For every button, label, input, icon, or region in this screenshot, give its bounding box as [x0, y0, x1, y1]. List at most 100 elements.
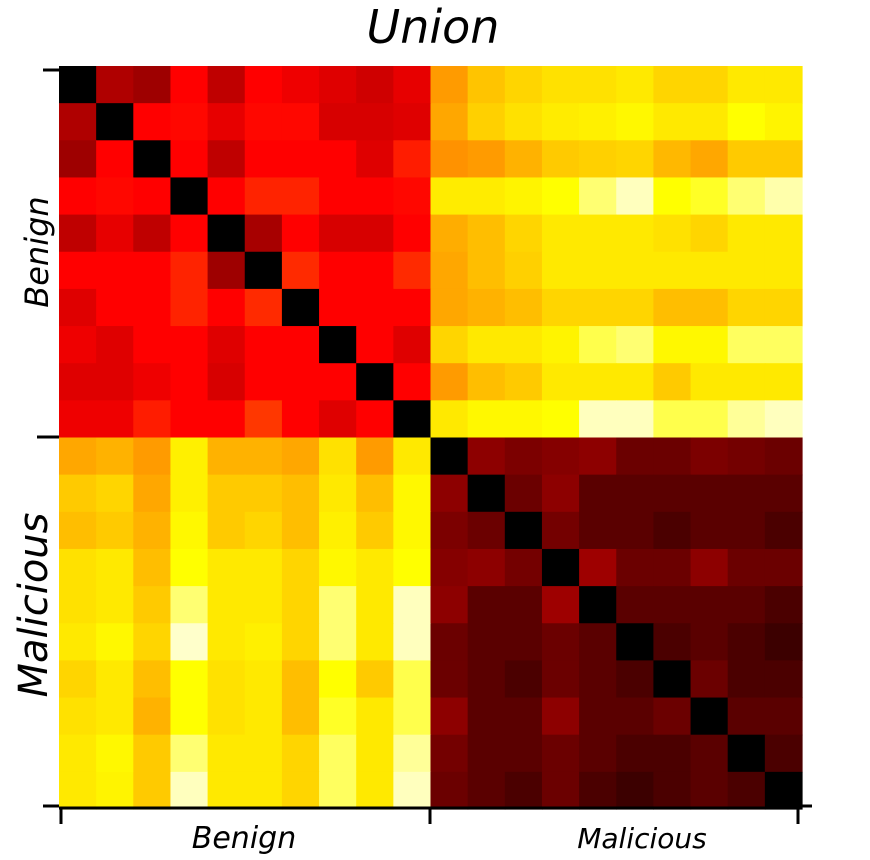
heatmap-cell-3-10 — [430, 177, 469, 216]
heatmap-cell-13-5 — [244, 548, 283, 587]
heatmap-cell-18-5 — [244, 734, 283, 773]
heatmap-cell-16-0 — [59, 660, 97, 699]
heatmap-cell-11-5 — [244, 474, 283, 513]
heatmap-cell-10-17 — [690, 437, 729, 476]
heatmap-cell-7-4 — [207, 326, 246, 364]
heatmap-cell-14-9 — [393, 586, 432, 624]
heatmap-cell-7-12 — [504, 326, 543, 364]
y-group-label-benign: Benign — [18, 196, 56, 307]
heatmap-cell-17-12 — [504, 697, 543, 736]
heatmap-cell-17-1 — [96, 697, 134, 736]
heatmap-cell-6-17 — [690, 288, 729, 327]
heatmap-cell-3-19 — [764, 177, 803, 216]
heatmap-cell-4-1 — [96, 214, 134, 253]
heatmap-cell-8-14 — [579, 363, 617, 401]
heatmap-cell-17-6 — [281, 697, 320, 736]
heatmap-cell-18-7 — [319, 734, 357, 773]
heatmap-cell-16-10 — [430, 660, 469, 699]
heatmap-cell-9-2 — [133, 400, 172, 439]
heatmap-cell-1-2 — [133, 103, 172, 141]
heatmap-cell-6-8 — [356, 288, 394, 327]
heatmap-cell-16-3 — [170, 660, 209, 699]
heatmap-cell-8-6 — [281, 363, 320, 401]
heatmap-cell-2-16 — [653, 140, 692, 179]
heatmap-cell-9-10 — [430, 400, 469, 439]
heatmap-cell-0-13 — [541, 66, 580, 104]
heatmap-cell-16-15 — [616, 660, 654, 699]
heatmap-cell-2-0 — [59, 140, 97, 179]
heatmap-cell-11-1 — [96, 474, 134, 513]
heatmap-cell-3-5 — [244, 177, 283, 216]
heatmap-cell-6-0 — [59, 288, 97, 327]
heatmap-cell-11-14 — [579, 474, 617, 513]
heatmap-cell-12-11 — [467, 511, 506, 550]
heatmap-cell-15-5 — [244, 623, 283, 661]
heatmap-cell-13-0 — [59, 548, 97, 587]
heatmap-cell-1-0 — [59, 103, 97, 141]
heatmap-cell-3-3 — [170, 177, 209, 216]
heatmap-cell-18-15 — [616, 734, 654, 773]
heatmap-cell-14-1 — [96, 586, 134, 624]
heatmap-cell-17-10 — [430, 697, 469, 736]
heatmap-cell-1-8 — [356, 103, 394, 141]
heatmap-cell-5-4 — [207, 251, 246, 290]
heatmap-cell-13-19 — [764, 548, 803, 587]
heatmap-cell-6-15 — [616, 288, 654, 327]
heatmap-cell-5-7 — [319, 251, 357, 290]
heatmap-cell-8-8 — [356, 363, 394, 401]
heatmap-cell-0-19 — [764, 66, 803, 104]
heatmap-cell-3-18 — [727, 177, 766, 216]
heatmap-cell-17-14 — [579, 697, 617, 736]
heatmap-cell-0-2 — [133, 66, 172, 104]
heatmap-cell-13-13 — [541, 548, 580, 587]
heatmap-cell-19-1 — [96, 771, 134, 810]
heatmap-cell-1-7 — [319, 103, 357, 141]
heatmap-cell-17-18 — [727, 697, 766, 736]
heatmap-cell-18-14 — [579, 734, 617, 773]
heatmap-cell-18-18 — [727, 734, 766, 773]
heatmap-cell-14-14 — [579, 586, 617, 624]
heatmap-cell-3-6 — [281, 177, 320, 216]
heatmap-cell-7-5 — [244, 326, 283, 364]
heatmap-cell-19-5 — [244, 771, 283, 810]
heatmap-cell-0-9 — [393, 66, 432, 104]
heatmap-cell-7-14 — [579, 326, 617, 364]
heatmap-cell-19-19 — [764, 771, 803, 810]
heatmap-cell-13-2 — [133, 548, 172, 587]
heatmap-cell-11-10 — [430, 474, 469, 513]
heatmap-cell-17-0 — [59, 697, 97, 736]
heatmap-cell-19-15 — [616, 771, 654, 810]
heatmap-cell-18-3 — [170, 734, 209, 773]
heatmap-cell-17-17 — [690, 697, 729, 736]
heatmap-cell-11-7 — [319, 474, 357, 513]
heatmap-cell-14-4 — [207, 586, 246, 624]
heatmap-cell-5-8 — [356, 251, 394, 290]
heatmap-cell-2-13 — [541, 140, 580, 179]
heatmap-cell-7-17 — [690, 326, 729, 364]
heatmap-cell-2-7 — [319, 140, 357, 179]
heatmap-cell-14-13 — [541, 586, 580, 624]
heatmap-cell-4-2 — [133, 214, 172, 253]
heatmap-cell-4-18 — [727, 214, 766, 253]
heatmap-cell-1-4 — [207, 103, 246, 141]
heatmap-cell-3-17 — [690, 177, 729, 216]
heatmap-cell-19-10 — [430, 771, 469, 810]
heatmap-cell-9-0 — [59, 400, 97, 439]
heatmap-cell-2-10 — [430, 140, 469, 179]
heatmap-cell-15-4 — [207, 623, 246, 661]
heatmap-cell-6-7 — [319, 288, 357, 327]
heatmap-cell-7-19 — [764, 326, 803, 364]
heatmap-cell-14-8 — [356, 586, 394, 624]
heatmap-cell-14-12 — [504, 586, 543, 624]
heatmap-cell-13-12 — [504, 548, 543, 587]
heatmap-cell-12-4 — [207, 511, 246, 550]
heatmap-cell-15-13 — [541, 623, 580, 661]
heatmap-cell-10-16 — [653, 437, 692, 476]
heatmap-cell-15-9 — [393, 623, 432, 661]
heatmap-cell-15-10 — [430, 623, 469, 661]
heatmap-cell-8-13 — [541, 363, 580, 401]
heatmap-cell-10-1 — [96, 437, 134, 476]
heatmap-cell-12-16 — [653, 511, 692, 550]
heatmap-cell-11-9 — [393, 474, 432, 513]
heatmap-cell-11-19 — [764, 474, 803, 513]
